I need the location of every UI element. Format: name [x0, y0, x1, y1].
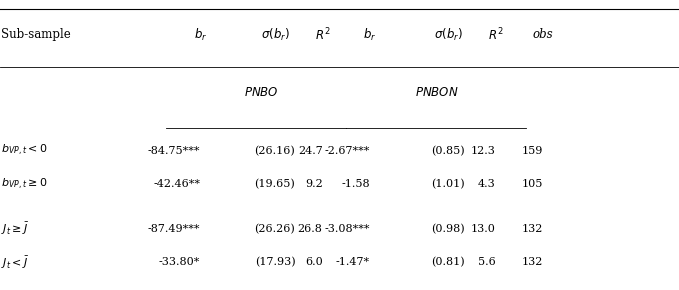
Text: 105: 105 — [522, 179, 543, 189]
Text: Sub-sample: Sub-sample — [1, 28, 71, 41]
Text: -87.49***: -87.49*** — [148, 224, 200, 234]
Text: -84.75***: -84.75*** — [148, 146, 200, 156]
Text: 132: 132 — [522, 224, 543, 234]
Text: -42.46**: -42.46** — [153, 179, 200, 189]
Text: obs: obs — [533, 28, 553, 41]
Text: 13.0: 13.0 — [471, 224, 496, 234]
Text: (0.85): (0.85) — [431, 146, 465, 156]
Text: (1.01): (1.01) — [431, 179, 465, 189]
Text: $\sigma(b_r)$: $\sigma(b_r)$ — [261, 27, 289, 43]
Text: -33.80*: -33.80* — [159, 258, 200, 267]
Text: 9.2: 9.2 — [305, 179, 323, 189]
Text: $b_r$: $b_r$ — [363, 27, 377, 43]
Text: (17.93): (17.93) — [255, 257, 295, 268]
Text: $PNBO$: $PNBO$ — [244, 86, 279, 99]
Text: 6.0: 6.0 — [305, 258, 323, 267]
Text: 12.3: 12.3 — [471, 146, 496, 156]
Text: $b_r$: $b_r$ — [194, 27, 207, 43]
Text: $b_{VP,t} \geq 0$: $b_{VP,t} \geq 0$ — [1, 177, 48, 192]
Text: (26.16): (26.16) — [255, 146, 295, 156]
Text: (0.81): (0.81) — [431, 257, 465, 268]
Text: $b_{VP,t} < 0$: $b_{VP,t} < 0$ — [1, 143, 48, 158]
Text: 24.7: 24.7 — [298, 146, 323, 156]
Text: -1.47*: -1.47* — [336, 258, 370, 267]
Text: $J_t \geq \bar{J}$: $J_t \geq \bar{J}$ — [1, 221, 30, 237]
Text: $\sigma(b_r)$: $\sigma(b_r)$ — [434, 27, 462, 43]
Text: $J_t < \bar{J}$: $J_t < \bar{J}$ — [1, 254, 30, 271]
Text: (0.98): (0.98) — [431, 224, 465, 234]
Text: 4.3: 4.3 — [478, 179, 496, 189]
Text: $PNBON$: $PNBON$ — [415, 86, 458, 99]
Text: -1.58: -1.58 — [342, 179, 370, 189]
Text: $R^2$: $R^2$ — [315, 26, 330, 43]
Text: 5.6: 5.6 — [478, 258, 496, 267]
Text: 132: 132 — [522, 258, 543, 267]
Text: 159: 159 — [522, 146, 543, 156]
Text: (26.26): (26.26) — [255, 224, 295, 234]
Text: -2.67***: -2.67*** — [325, 146, 370, 156]
Text: (19.65): (19.65) — [255, 179, 295, 189]
Text: -3.08***: -3.08*** — [325, 224, 370, 234]
Text: $R^2$: $R^2$ — [488, 26, 503, 43]
Text: 26.8: 26.8 — [297, 224, 323, 234]
